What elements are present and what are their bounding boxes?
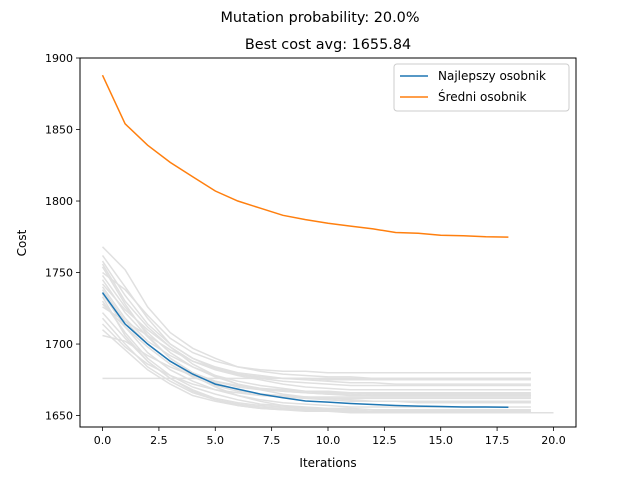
background-run-line <box>101 296 531 413</box>
series-line-0 <box>101 292 509 409</box>
y-tick-label: 1900 <box>45 52 73 65</box>
x-tick-label: 2.5 <box>150 434 168 447</box>
y-tick-label: 1700 <box>45 338 73 351</box>
x-axis-ticks: 0.0 2.5 5.0 7.5 10.0 12.5 15.0 17.5 20.0 <box>94 427 566 447</box>
background-run-line <box>101 260 531 387</box>
legend: Najlepszy osobnik Średni osobnik <box>393 63 570 112</box>
legend-box <box>393 63 570 112</box>
x-tick-label: 5.0 <box>207 434 225 447</box>
y-tick-label: 1800 <box>45 195 73 208</box>
series-line-1 <box>101 74 509 238</box>
x-tick-label: 0.0 <box>94 434 112 447</box>
background-runs <box>101 246 554 414</box>
legend-label-1: Średni osobnik <box>438 89 527 104</box>
x-tick-label: 12.5 <box>372 434 397 447</box>
background-run-line <box>102 271 531 374</box>
y-tick-label: 1750 <box>45 267 73 280</box>
y-tick-label: 1650 <box>45 410 73 423</box>
chart-suptitle: Mutation probability: 20.0% <box>220 10 419 26</box>
chart-title: Best cost avg: 1655.84 <box>245 37 411 53</box>
x-tick-label: 7.5 <box>263 434 281 447</box>
main-series <box>101 74 509 409</box>
background-run-line <box>101 263 531 391</box>
x-tick-label: 20.0 <box>541 434 566 447</box>
background-run-line <box>101 303 531 398</box>
y-axis-label: Cost <box>15 229 29 256</box>
legend-label-0: Najlepszy osobnik <box>438 69 546 83</box>
y-tick-label: 1850 <box>45 124 73 137</box>
x-tick-label: 17.5 <box>485 434 510 447</box>
x-tick-label: 10.0 <box>316 434 341 447</box>
background-run-line <box>102 334 531 394</box>
x-tick-label: 15.0 <box>428 434 453 447</box>
y-axis-ticks: 1650 1700 1750 1800 1850 1900 <box>45 52 80 423</box>
x-axis-label: Iterations <box>299 456 356 470</box>
background-run-line <box>101 266 531 397</box>
